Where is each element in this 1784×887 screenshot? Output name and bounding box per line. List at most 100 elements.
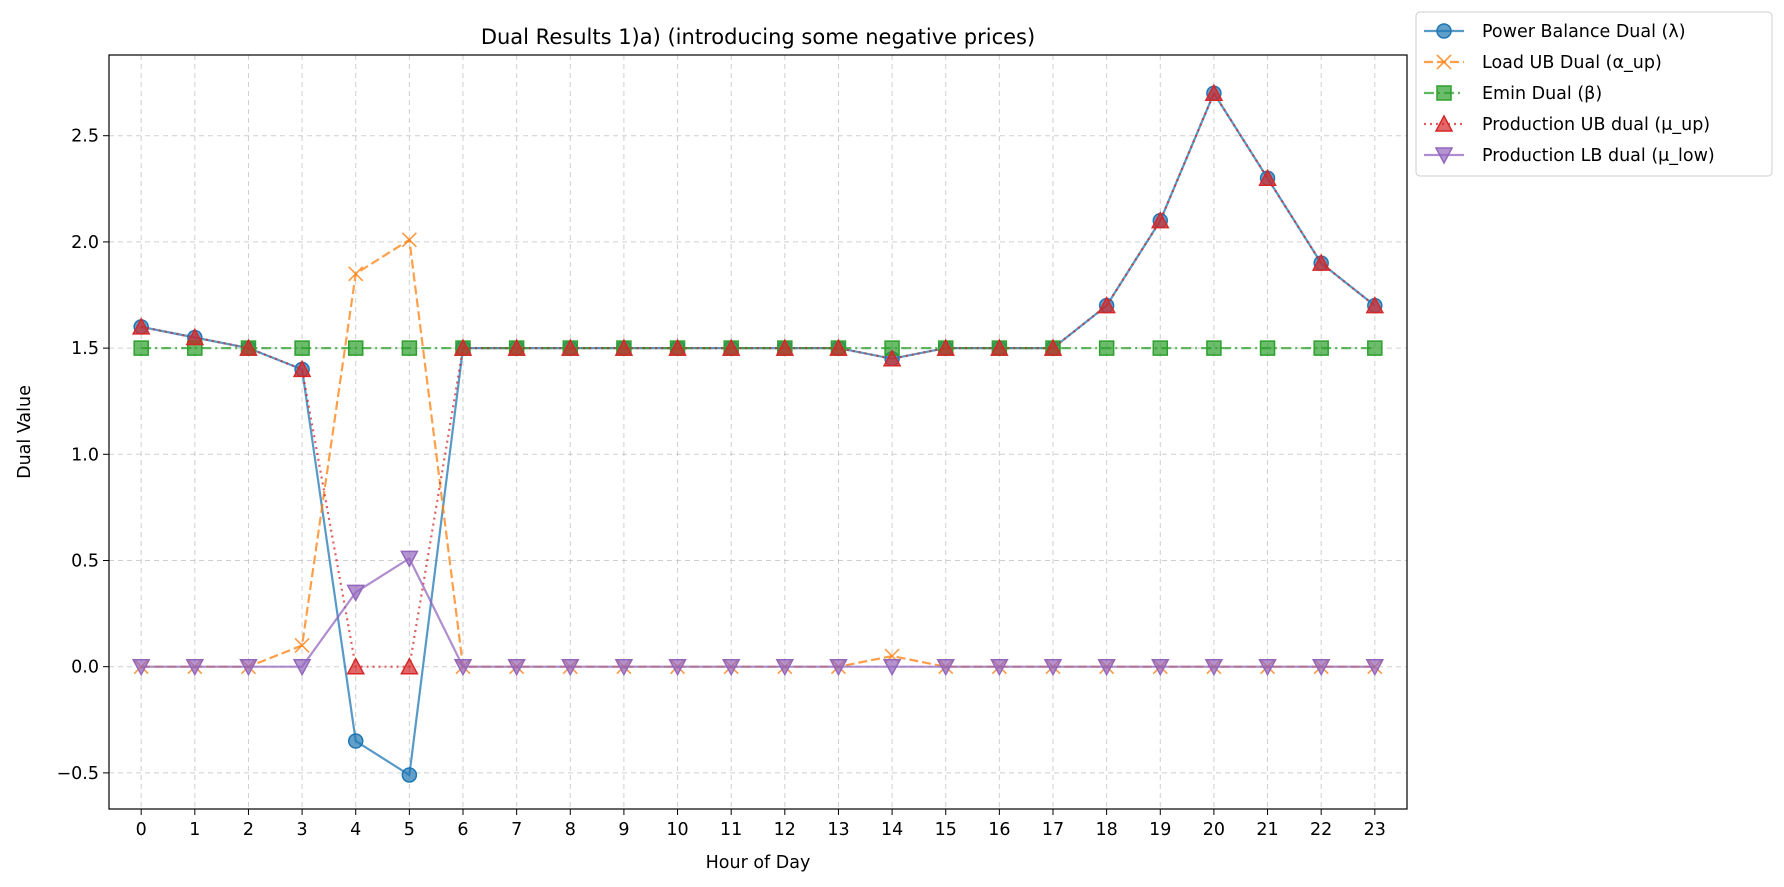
data-point <box>1151 211 1170 229</box>
x-tick-label: 0 <box>136 820 147 840</box>
data-point <box>1043 338 1063 356</box>
x-tick-label: 9 <box>618 820 629 840</box>
data-point <box>561 338 580 356</box>
data-point <box>453 338 473 356</box>
data-point <box>668 658 687 677</box>
data-point <box>1367 340 1383 356</box>
x-tick-label: 18 <box>1095 820 1117 840</box>
x-tick-label: 17 <box>1042 820 1064 840</box>
y-tick-label: 0.0 <box>71 658 99 678</box>
series-4 <box>131 83 1385 675</box>
x-tick-label: 5 <box>404 820 415 840</box>
data-point <box>1097 658 1116 677</box>
data-point <box>1311 658 1331 677</box>
data-point <box>936 658 955 677</box>
plot-frame <box>108 54 1408 810</box>
data-point <box>131 658 151 677</box>
data-point <box>347 340 364 356</box>
series-line <box>140 92 1376 668</box>
data-point <box>668 338 687 356</box>
data-point <box>1365 658 1385 677</box>
x-tick-label: 7 <box>511 820 522 840</box>
data-point <box>990 338 1009 356</box>
data-point <box>829 658 848 677</box>
chart-title: Dual Results 1)a) (introducing some nega… <box>481 25 1035 49</box>
data-point <box>1258 658 1277 677</box>
data-point <box>131 317 151 335</box>
data-point <box>133 340 149 356</box>
data-point <box>721 658 741 677</box>
data-point <box>561 658 580 677</box>
x-tick-label: 1 <box>189 820 200 840</box>
legend-label: Power Balance Dual (λ) <box>1482 22 1686 42</box>
x-tick-label: 4 <box>350 820 361 840</box>
data-point <box>507 658 526 677</box>
data-point <box>614 658 634 677</box>
data-point <box>1151 658 1170 677</box>
data-point <box>1204 83 1224 101</box>
y-tick-label: 1.5 <box>71 339 99 359</box>
data-point <box>990 658 1009 677</box>
data-point <box>185 327 205 346</box>
y-tick-label: −0.5 <box>57 764 100 784</box>
data-point <box>1204 658 1224 677</box>
axis-ticks: 0 1 2 3 4 5 6 7 8 9 10 11 12 13 14 15 16 17 18 19 20 21 22 23−0… <box>57 127 1386 840</box>
x-tick-label: 2 <box>243 820 254 840</box>
series-line <box>141 557 1375 668</box>
data-point <box>1313 340 1329 356</box>
series-group <box>131 83 1385 783</box>
y-tick-label: 2.5 <box>71 127 99 147</box>
data-point <box>614 338 634 356</box>
data-point <box>346 657 365 675</box>
legend-marker <box>1436 23 1452 39</box>
data-point <box>1259 340 1276 356</box>
data-point <box>239 338 258 356</box>
data-point <box>1043 658 1063 677</box>
x-tick-label: 15 <box>935 820 957 840</box>
data-point <box>1258 168 1277 186</box>
data-point <box>400 657 419 675</box>
legend-marker <box>1434 114 1454 132</box>
legend-item: Load UB Dual (α_up) <box>1424 53 1662 73</box>
x-tick-label: 6 <box>457 820 468 840</box>
data-point <box>346 584 365 602</box>
x-tick-label: 16 <box>988 820 1010 840</box>
data-point <box>775 338 795 356</box>
data-point <box>1097 296 1116 314</box>
x-axis-title: Hour of Day <box>706 853 811 873</box>
legend: Power Balance Dual (λ) Load UB Dual (α_up… <box>1415 11 1773 177</box>
data-point <box>294 340 310 356</box>
data-point <box>453 658 473 677</box>
data-point <box>185 658 205 677</box>
legend-label: Production LB dual (μ_low) <box>1482 146 1715 166</box>
data-point <box>292 359 312 378</box>
data-point <box>401 340 418 356</box>
legend-label: Production UB dual (μ_up) <box>1482 115 1710 135</box>
legend-label: Load UB Dual (α_up) <box>1482 53 1662 73</box>
data-point <box>401 767 418 783</box>
data-point <box>507 338 526 356</box>
x-tick-label: 14 <box>881 820 903 840</box>
data-point <box>348 266 364 282</box>
data-point <box>292 658 312 677</box>
data-point <box>347 733 364 749</box>
y-axis-title: Dual Value <box>15 385 35 479</box>
data-point <box>401 232 417 248</box>
data-point <box>294 637 310 654</box>
legend-label: Emin Dual (β) <box>1482 84 1602 104</box>
y-tick-label: 0.5 <box>71 551 99 571</box>
series-5 <box>131 550 1385 677</box>
data-point <box>239 658 258 677</box>
x-tick-label: 3 <box>297 820 308 840</box>
legend-item: Power Balance Dual (λ) <box>1424 22 1686 42</box>
x-tick-label: 10 <box>666 820 688 840</box>
data-point <box>1206 340 1222 356</box>
data-point <box>1311 253 1331 271</box>
legend-item: Production LB dual (μ_low) <box>1424 146 1715 166</box>
data-point <box>936 338 955 356</box>
y-tick-label: 2.0 <box>71 233 99 253</box>
data-point <box>1152 340 1169 356</box>
data-point <box>400 550 419 568</box>
data-point <box>775 658 795 677</box>
